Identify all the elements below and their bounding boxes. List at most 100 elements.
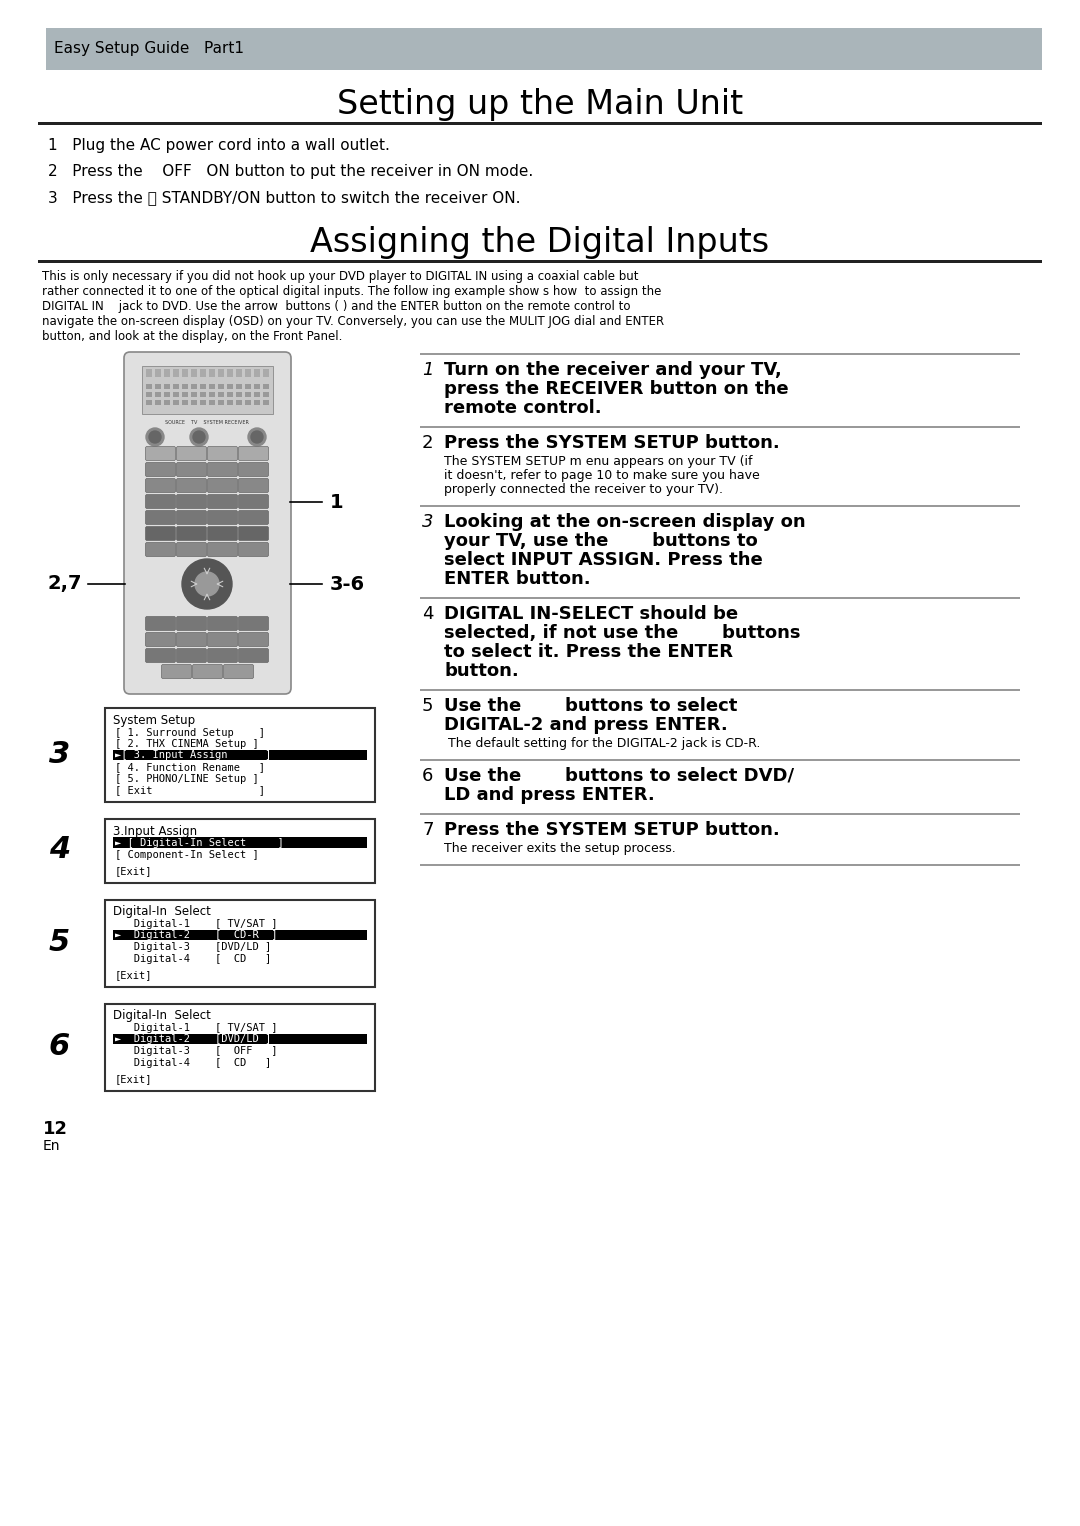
Text: your TV, use the       buttons to: your TV, use the buttons to	[444, 533, 758, 549]
Bar	[245, 385, 251, 389]
Text: [ 5. PHONO/LINE Setup ]: [ 5. PHONO/LINE Setup ]	[114, 774, 259, 783]
Bar	[254, 400, 260, 404]
Text: [ 4. Function Rename   ]: [ 4. Function Rename ]	[114, 761, 265, 772]
Text: Easy Setup Guide   Part1: Easy Setup Guide Part1	[54, 41, 244, 56]
FancyBboxPatch shape	[176, 479, 206, 493]
Text: 3: 3	[422, 513, 433, 531]
Circle shape	[195, 572, 219, 597]
Bar	[237, 392, 242, 397]
FancyBboxPatch shape	[239, 632, 269, 647]
Text: Digital-In  Select: Digital-In Select	[113, 905, 211, 919]
Bar	[113, 929, 367, 940]
FancyBboxPatch shape	[162, 664, 191, 679]
Text: 6: 6	[49, 1032, 70, 1061]
Bar	[210, 369, 215, 377]
Text: 3-6: 3-6	[330, 574, 365, 594]
Text: 1: 1	[422, 362, 433, 378]
FancyBboxPatch shape	[207, 543, 238, 557]
Bar	[113, 749, 367, 760]
Bar	[183, 369, 188, 377]
Bar	[156, 392, 161, 397]
FancyBboxPatch shape	[176, 543, 206, 557]
Bar	[146, 385, 152, 389]
Text: 1: 1	[330, 493, 343, 511]
Bar	[183, 392, 188, 397]
Bar	[264, 400, 269, 404]
Text: Use the       buttons to select: Use the buttons to select	[444, 697, 738, 716]
FancyBboxPatch shape	[124, 353, 291, 694]
Bar	[254, 392, 260, 397]
Bar	[218, 385, 224, 389]
Text: 5: 5	[422, 697, 433, 716]
Text: Assigning the Digital Inputs: Assigning the Digital Inputs	[310, 226, 770, 259]
Bar	[227, 369, 233, 377]
Bar	[218, 369, 224, 377]
Bar	[105, 899, 375, 987]
Bar	[146, 400, 152, 404]
Bar	[210, 400, 215, 404]
Bar	[113, 836, 367, 847]
Text: LD and press ENTER.: LD and press ENTER.	[444, 786, 654, 804]
Bar	[218, 392, 224, 397]
Text: Digital-In  Select: Digital-In Select	[113, 1010, 211, 1022]
FancyBboxPatch shape	[176, 511, 206, 525]
Bar	[183, 385, 188, 389]
Bar	[264, 385, 269, 389]
FancyBboxPatch shape	[207, 494, 238, 508]
Text: Digital-3    [  OFF   ]: Digital-3 [ OFF ]	[114, 1045, 278, 1056]
Text: [Exit]: [Exit]	[114, 865, 152, 876]
Text: 4: 4	[49, 836, 70, 865]
Bar	[183, 400, 188, 404]
Text: ►[ 3. Input Assign      ]: ►[ 3. Input Assign ]	[114, 751, 271, 760]
Text: This is only necessary if you did not hook up your DVD player to DIGITAL IN usin: This is only necessary if you did not ho…	[42, 270, 638, 282]
Text: Digital-4    [  CD   ]: Digital-4 [ CD ]	[114, 954, 271, 963]
FancyBboxPatch shape	[239, 617, 269, 630]
Bar	[200, 369, 206, 377]
Text: 4: 4	[422, 604, 433, 623]
Bar	[191, 392, 197, 397]
Bar	[173, 369, 179, 377]
Bar	[164, 392, 170, 397]
FancyBboxPatch shape	[146, 632, 175, 647]
FancyBboxPatch shape	[239, 543, 269, 557]
Text: 7: 7	[422, 821, 433, 839]
Text: System Setup: System Setup	[113, 714, 195, 726]
Bar	[254, 385, 260, 389]
Text: remote control.: remote control.	[444, 398, 602, 417]
Bar	[264, 369, 269, 377]
Bar	[113, 1033, 367, 1044]
Text: ENTER button.: ENTER button.	[444, 571, 591, 588]
FancyBboxPatch shape	[146, 447, 175, 461]
Text: SOURCE    TV    SYSTEM RECEIVER: SOURCE TV SYSTEM RECEIVER	[165, 420, 248, 426]
Text: [Exit]: [Exit]	[114, 1074, 152, 1083]
FancyBboxPatch shape	[224, 664, 254, 679]
FancyBboxPatch shape	[176, 447, 206, 461]
FancyBboxPatch shape	[207, 649, 238, 662]
Text: DIGITAL IN    jack to DVD. Use the arrow  buttons ( ) and the ENTER button on th: DIGITAL IN jack to DVD. Use the arrow bu…	[42, 301, 631, 313]
FancyBboxPatch shape	[207, 632, 238, 647]
FancyBboxPatch shape	[146, 511, 175, 525]
FancyBboxPatch shape	[176, 526, 206, 540]
Bar	[264, 392, 269, 397]
Circle shape	[149, 430, 161, 443]
Bar	[105, 708, 375, 801]
Bar	[200, 392, 206, 397]
Bar	[254, 369, 260, 377]
FancyBboxPatch shape	[239, 479, 269, 493]
Text: Looking at the on-screen display on: Looking at the on-screen display on	[444, 513, 806, 531]
FancyBboxPatch shape	[176, 494, 206, 508]
FancyBboxPatch shape	[146, 494, 175, 508]
FancyBboxPatch shape	[207, 447, 238, 461]
Bar	[156, 385, 161, 389]
Bar	[191, 400, 197, 404]
Bar	[38, 27, 46, 70]
Text: 5: 5	[49, 928, 70, 957]
Bar	[245, 369, 251, 377]
Text: Digital-1    [ TV/SAT ]: Digital-1 [ TV/SAT ]	[114, 1022, 278, 1033]
FancyBboxPatch shape	[239, 447, 269, 461]
FancyBboxPatch shape	[146, 526, 175, 540]
Bar	[146, 392, 152, 397]
FancyBboxPatch shape	[239, 462, 269, 476]
Bar	[218, 400, 224, 404]
Text: 2   Press the    OFF   ON button to put the receiver in ON mode.: 2 Press the OFF ON button to put the rec…	[48, 163, 534, 179]
